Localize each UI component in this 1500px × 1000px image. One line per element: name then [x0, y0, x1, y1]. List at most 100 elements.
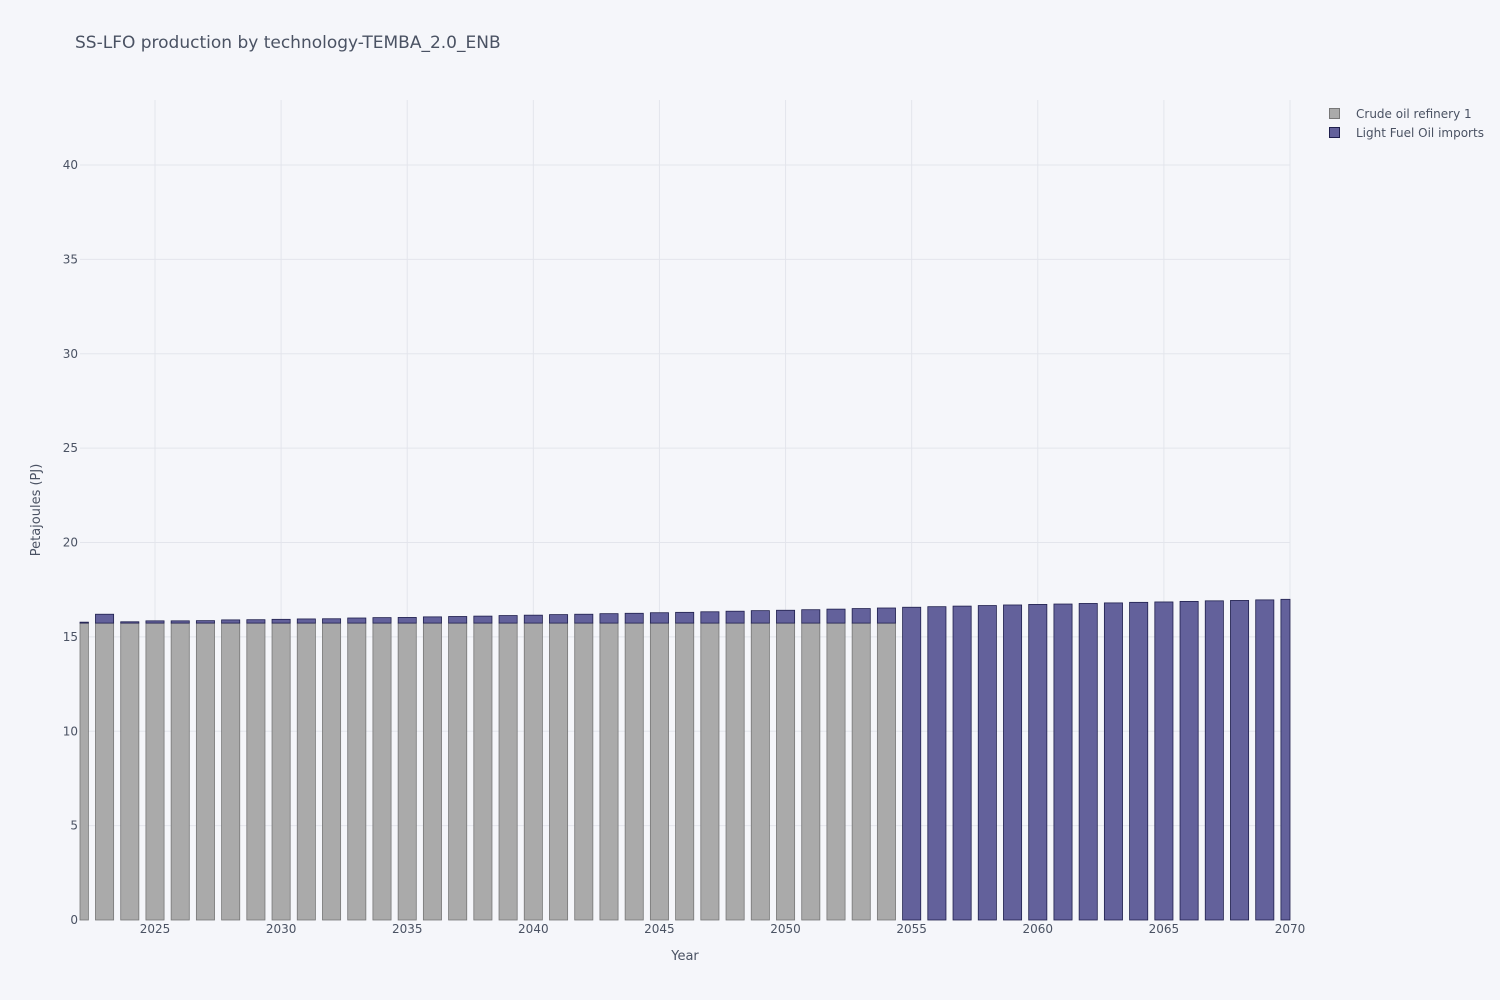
bar-crude-oil-refinery-2044[interactable]: [624, 622, 644, 921]
bar-lfo-imports-2024[interactable]: [120, 621, 140, 624]
bar-lfo-imports-2040[interactable]: [523, 614, 543, 624]
y-tick-label: 5: [70, 819, 78, 833]
legend-item-crude-oil-refinery[interactable]: Crude oil refinery 1: [1322, 104, 1484, 123]
chart-title: SS-LFO production by technology-TEMBA_2.…: [75, 33, 501, 53]
x-tick-label: 2030: [266, 922, 297, 936]
bar-crude-oil-refinery-2025[interactable]: [145, 622, 165, 921]
bar-lfo-imports-2069[interactable]: [1255, 599, 1275, 921]
y-tick-label: 20: [63, 536, 78, 550]
legend: Crude oil refinery 1 Light Fuel Oil impo…: [1322, 104, 1484, 142]
bar-lfo-imports-2036[interactable]: [422, 616, 442, 624]
bar-lfo-imports-2043[interactable]: [599, 613, 619, 624]
bar-lfo-imports-2026[interactable]: [170, 620, 190, 624]
bar-crude-oil-refinery-2047[interactable]: [700, 622, 720, 921]
bar-lfo-imports-2045[interactable]: [649, 612, 669, 624]
bar-crude-oil-refinery-2033[interactable]: [347, 622, 367, 921]
bar-lfo-imports-2051[interactable]: [801, 609, 821, 624]
bar-crude-oil-refinery-2051[interactable]: [801, 622, 821, 921]
legend-swatch-lfo: [1329, 127, 1340, 138]
bar-crude-oil-refinery-2038[interactable]: [473, 622, 493, 921]
bar-crude-oil-refinery-2036[interactable]: [422, 622, 442, 921]
bar-lfo-imports-2033[interactable]: [347, 617, 367, 624]
bar-crude-oil-refinery-2039[interactable]: [498, 622, 518, 921]
bar-lfo-imports-2038[interactable]: [473, 615, 493, 624]
bar-crude-oil-refinery-2049[interactable]: [750, 622, 770, 921]
y-axis-ticks: 0 5 10 15 20 25 30 35 40: [63, 158, 78, 927]
bar-lfo-imports-2065[interactable]: [1154, 601, 1174, 921]
bar-lfo-imports-2066[interactable]: [1179, 600, 1199, 921]
bar-crude-oil-refinery-2030[interactable]: [271, 622, 291, 921]
bar-lfo-imports-2028[interactable]: [221, 619, 241, 624]
bar-crude-oil-refinery-2040[interactable]: [523, 622, 543, 921]
bar-crude-oil-refinery-2028[interactable]: [221, 622, 241, 921]
bar-crude-oil-refinery-2050[interactable]: [776, 622, 796, 921]
bar-lfo-imports-2055[interactable]: [902, 606, 922, 921]
bar-lfo-imports-2025[interactable]: [145, 620, 165, 624]
bar-lfo-imports-2044[interactable]: [624, 612, 644, 624]
bar-lfo-imports-2054[interactable]: [876, 607, 896, 624]
bar-crude-oil-refinery-2042[interactable]: [574, 622, 594, 921]
legend-label-crude: Crude oil refinery 1: [1356, 106, 1472, 121]
bar-crude-oil-refinery-2041[interactable]: [549, 622, 569, 921]
bar-crude-oil-refinery-2029[interactable]: [246, 622, 266, 921]
bar-lfo-imports-2042[interactable]: [574, 613, 594, 624]
bar-lfo-imports-2049[interactable]: [750, 610, 770, 624]
bar-lfo-imports-2039[interactable]: [498, 615, 518, 624]
bar-lfo-imports-2068[interactable]: [1230, 600, 1250, 921]
bars: [79, 598, 1291, 921]
x-tick-label: 2025: [140, 922, 171, 936]
bar-crude-oil-refinery-2045[interactable]: [649, 622, 669, 921]
bar-crude-oil-refinery-2046[interactable]: [675, 622, 695, 921]
bar-crude-oil-refinery-2048[interactable]: [725, 622, 745, 921]
bar-lfo-imports-2059[interactable]: [1003, 604, 1023, 921]
bar-lfo-imports-2064[interactable]: [1129, 601, 1149, 921]
x-tick-label: 2050: [770, 922, 801, 936]
y-tick-label: 30: [63, 347, 78, 361]
bar-lfo-imports-2029[interactable]: [246, 619, 266, 624]
bar-lfo-imports-2052[interactable]: [826, 608, 846, 624]
bar-lfo-imports-2056[interactable]: [927, 606, 947, 921]
bar-lfo-imports-2062[interactable]: [1078, 603, 1098, 921]
bar-crude-oil-refinery-2035[interactable]: [397, 622, 417, 921]
bar-crude-oil-refinery-2053[interactable]: [851, 622, 871, 921]
bar-lfo-imports-2031[interactable]: [296, 618, 316, 624]
bar-lfo-imports-2067[interactable]: [1204, 600, 1224, 921]
bar-crude-oil-refinery-2023[interactable]: [95, 622, 115, 921]
bar-crude-oil-refinery-2031[interactable]: [296, 622, 316, 921]
bar-lfo-imports-2048[interactable]: [725, 610, 745, 624]
bar-crude-oil-refinery-2043[interactable]: [599, 622, 619, 921]
bar-crude-oil-refinery-2054[interactable]: [876, 622, 896, 921]
bar-lfo-imports-2070[interactable]: [1280, 598, 1291, 921]
bar-lfo-imports-2057[interactable]: [952, 605, 972, 921]
bar-lfo-imports-2061[interactable]: [1053, 603, 1073, 921]
bar-crude-oil-refinery-2022[interactable]: [79, 622, 89, 921]
bar-lfo-imports-2060[interactable]: [1028, 604, 1048, 921]
bar-crude-oil-refinery-2037[interactable]: [448, 622, 468, 921]
x-tick-label: 2040: [518, 922, 549, 936]
bar-lfo-imports-2058[interactable]: [977, 605, 997, 921]
bar-crude-oil-refinery-2026[interactable]: [170, 622, 190, 921]
x-axis-label: Year: [670, 949, 699, 964]
bar-lfo-imports-2046[interactable]: [675, 611, 695, 624]
bar-lfo-imports-2041[interactable]: [549, 614, 569, 624]
bar-crude-oil-refinery-2034[interactable]: [372, 622, 392, 921]
bar-lfo-imports-2032[interactable]: [322, 618, 342, 624]
bar-lfo-imports-2063[interactable]: [1103, 602, 1123, 921]
bar-lfo-imports-2050[interactable]: [776, 609, 796, 624]
bar-lfo-imports-2047[interactable]: [700, 611, 720, 624]
bar-crude-oil-refinery-2032[interactable]: [322, 622, 342, 921]
bar-crude-oil-refinery-2052[interactable]: [826, 622, 846, 921]
bar-lfo-imports-2022[interactable]: [79, 621, 89, 624]
bar-lfo-imports-2053[interactable]: [851, 608, 871, 624]
bar-lfo-imports-2030[interactable]: [271, 618, 291, 624]
bar-crude-oil-refinery-2024[interactable]: [120, 622, 140, 921]
y-tick-label: 25: [63, 441, 78, 455]
legend-item-light-fuel-oil-imports[interactable]: Light Fuel Oil imports: [1322, 123, 1484, 142]
bar-lfo-imports-2035[interactable]: [397, 617, 417, 624]
bar-lfo-imports-2027[interactable]: [195, 620, 215, 624]
bar-lfo-imports-2037[interactable]: [448, 616, 468, 624]
bar-crude-oil-refinery-2027[interactable]: [195, 622, 215, 921]
bar-lfo-imports-2023[interactable]: [95, 613, 115, 624]
bar-lfo-imports-2034[interactable]: [372, 617, 392, 624]
